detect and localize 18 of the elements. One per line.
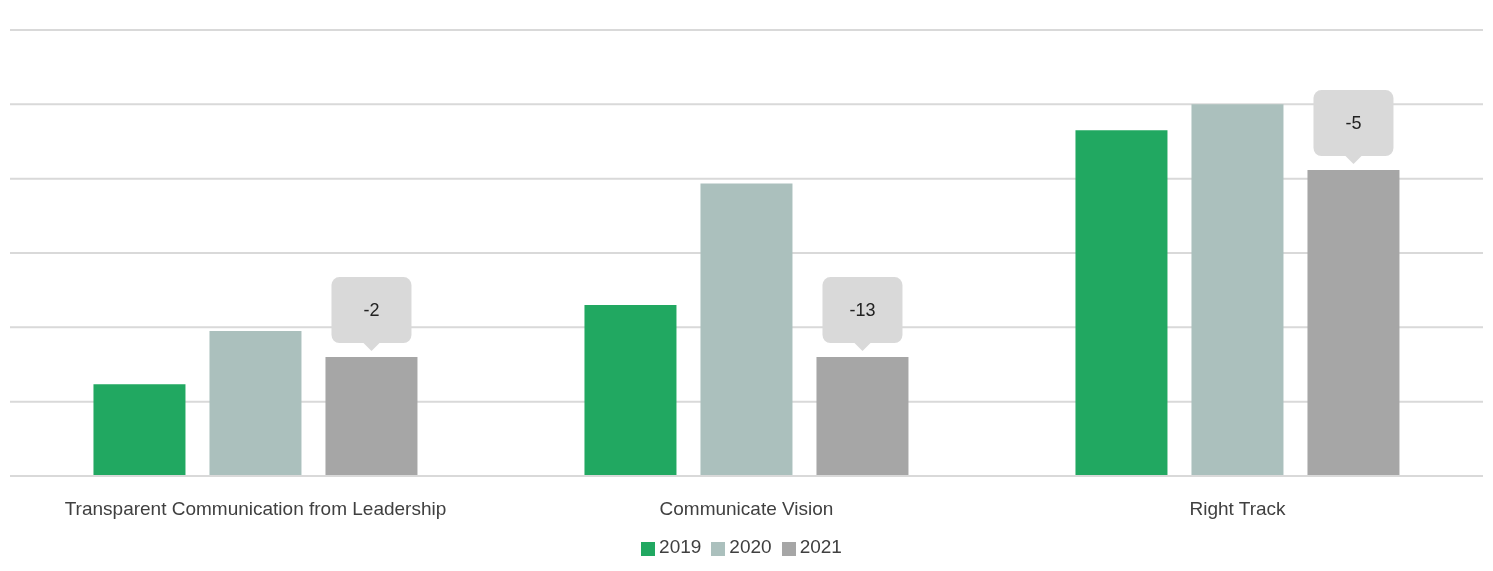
bar xyxy=(816,357,909,476)
annotation: -13 xyxy=(849,300,876,321)
bar xyxy=(700,183,793,476)
x-tick-label: Right Track xyxy=(1189,498,1287,520)
bar xyxy=(325,357,418,476)
annotation: -2 xyxy=(363,300,380,321)
legend-label: 2021 xyxy=(799,536,842,557)
x-tick-label: Communicate Vision xyxy=(659,498,834,520)
bar xyxy=(209,331,302,476)
bar xyxy=(93,384,186,476)
legend-label: 2019 xyxy=(659,536,702,557)
bar xyxy=(1307,170,1400,476)
bar xyxy=(584,305,677,476)
bar xyxy=(1191,104,1284,476)
bar xyxy=(1075,130,1168,476)
x-tick-label: Transparent Communication from Leadership xyxy=(64,498,447,520)
legend-label: 2020 xyxy=(729,536,772,557)
annotation: -5 xyxy=(1345,113,1362,134)
